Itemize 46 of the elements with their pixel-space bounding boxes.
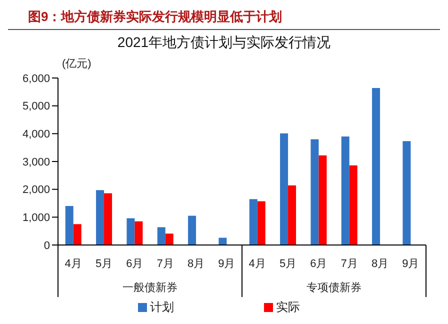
bar — [126, 218, 135, 245]
y-tick-label: 1,000 — [22, 212, 50, 224]
y-tick-label: 2,000 — [22, 184, 50, 196]
bar — [310, 139, 319, 245]
bar — [402, 141, 411, 245]
x-tick-label: 8月 — [371, 258, 389, 270]
x-tick-label: 4月 — [248, 258, 266, 270]
bar — [318, 155, 327, 245]
y-tick-label: 6,000 — [22, 72, 50, 85]
bar — [96, 190, 104, 245]
x-tick-label: 7月 — [156, 258, 174, 270]
bar — [73, 224, 82, 245]
x-tick-label: 6月 — [126, 258, 144, 270]
x-tick-label: 8月 — [187, 258, 205, 270]
legend-label: 实际 — [275, 299, 300, 316]
bar — [165, 234, 174, 245]
chart-subtitle: 2021年地方债计划与实际发行情况 — [116, 34, 332, 52]
bar — [157, 227, 166, 245]
bar — [341, 136, 350, 245]
text: 专项债新券 — [306, 281, 362, 294]
chart-title: 图9：地方债新券实际发行规模明显低于计划 — [8, 8, 440, 30]
bar — [188, 216, 196, 245]
bar — [349, 165, 358, 245]
bar — [257, 201, 266, 245]
y-tick-label: 5,000 — [22, 100, 50, 113]
x-tick-label: 9月 — [218, 258, 236, 270]
x-tick-label: 6月 — [310, 258, 328, 270]
x-tick-label: 9月 — [402, 258, 420, 270]
y-tick-label: 3,000 — [22, 156, 50, 168]
legend-label: 计划 — [149, 299, 174, 316]
bar — [65, 206, 74, 245]
bar — [249, 199, 258, 245]
x-tick-label: 5月 — [95, 258, 113, 270]
bar — [372, 88, 380, 245]
bar — [134, 221, 143, 245]
y-tick-label: 0 — [44, 240, 50, 252]
bar — [280, 133, 288, 245]
bar — [288, 185, 296, 245]
x-tick-label: 5月 — [279, 258, 297, 270]
bar — [218, 238, 227, 245]
y-axis-title: (亿元) — [62, 57, 92, 71]
x-tick-label: 7月 — [340, 258, 358, 270]
bar — [104, 193, 112, 245]
y-tick-label: 4,000 — [22, 128, 50, 141]
x-tick-label: 4月 — [64, 258, 82, 270]
text: 一般债新券 — [122, 281, 178, 294]
